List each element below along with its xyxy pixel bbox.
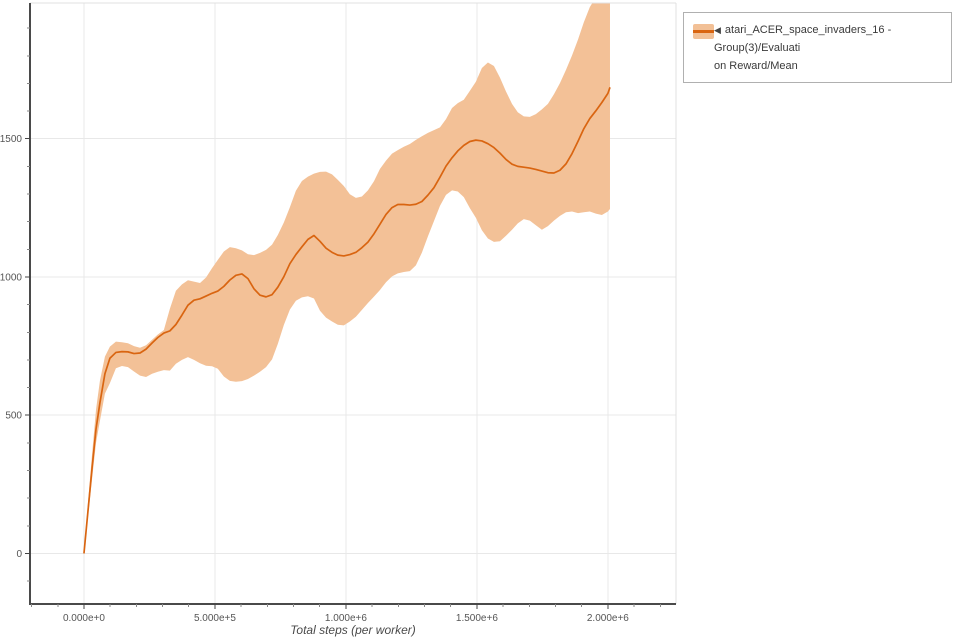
- y-tick-label: 0: [16, 549, 22, 560]
- y-tick-label: 500: [5, 411, 22, 422]
- legend-label-line2: on Reward/Mean: [714, 60, 798, 72]
- series-line: [83, 87, 611, 554]
- x-tick-label: 0.000e+0: [63, 613, 105, 624]
- tick-labels: 0.000e+0 5.000e+5 1.000e+6 1.500e+6 2.000e+6…: [0, 134, 629, 624]
- x-tick-label: 1.500e+6: [456, 613, 498, 624]
- legend-label: ◀ atari_ACER_space_invaders_16 - Group(3)…: [714, 21, 945, 75]
- collapse-triangle-icon: ◀: [714, 25, 721, 35]
- x-tick-label: 2.000e+6: [587, 613, 629, 624]
- y-tick-label: 1000: [0, 272, 22, 283]
- axis-ticks: [25, 27, 661, 609]
- series-line-swatch-icon: [693, 30, 714, 33]
- legend-label-line1: atari_ACER_space_invaders_16 - Group(3)/…: [714, 24, 892, 54]
- legend: ◀ atari_ACER_space_invaders_16 - Group(3)…: [683, 12, 952, 83]
- legend-item[interactable]: ◀ atari_ACER_space_invaders_16 - Group(3)…: [684, 13, 951, 82]
- x-tick-label: 5.000e+5: [194, 613, 236, 624]
- y-tick-label: 1500: [0, 134, 22, 145]
- series-band-swatch-icon: [693, 24, 714, 39]
- x-tick-label: 1.000e+6: [325, 613, 367, 624]
- x-axis-title: Total steps (per worker): [290, 623, 416, 637]
